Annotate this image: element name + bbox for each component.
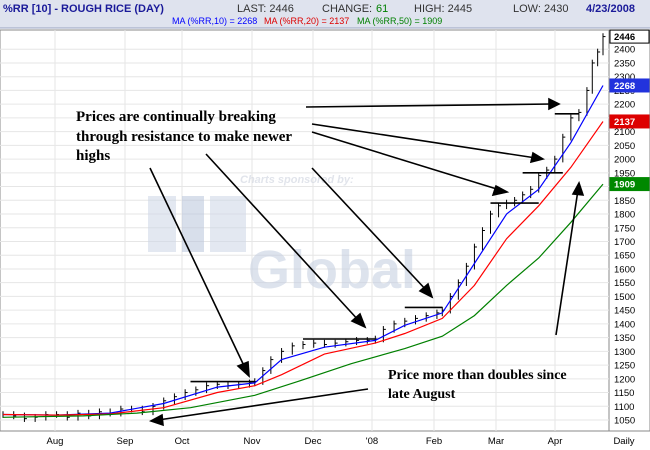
change-label: CHANGE: <box>322 3 372 15</box>
y-tick-label: 1300 <box>614 347 635 358</box>
arrowhead-4 <box>491 184 510 197</box>
y-tick-label: 2300 <box>614 72 635 83</box>
annotation-arrows <box>149 97 585 427</box>
resistance-layer <box>190 112 579 383</box>
series-layer <box>2 33 606 422</box>
arrow-line-8 <box>157 388 369 421</box>
y-tick-label: 1200 <box>614 374 635 385</box>
ma20-price-label-box <box>609 114 650 129</box>
chart-title: %RR [10] - ROUGH RICE (DAY) <box>3 3 164 15</box>
axis-layer: 1050 1100 1150 1200 1250 1300 1350 1400 1450 1500… <box>47 29 650 447</box>
ma50-price-label-box <box>609 177 650 192</box>
high-value: HIGH: 2445 <box>414 3 472 15</box>
note-top-line-2: through resistance to make newer <box>76 129 292 145</box>
ma50-price-label: 1909 <box>614 180 635 191</box>
y-tick-label: 1050 <box>614 416 635 427</box>
low-value: LOW: 2430 <box>513 3 568 15</box>
note-bottom-line-2: late August <box>388 387 456 402</box>
arrow-line-7 <box>555 189 579 336</box>
arrowhead-6 <box>548 97 561 111</box>
ma10-price-label-box <box>609 78 650 93</box>
y-tick-label: 1650 <box>614 251 635 262</box>
x-tick-label: Aug <box>47 436 64 447</box>
arrowhead-1 <box>236 360 250 378</box>
x-tick-label: Sep <box>117 436 134 447</box>
last-price-label: 2446 <box>614 32 635 43</box>
sponsor-text: Charts sponsored by: <box>240 174 354 186</box>
logo-block-1 <box>148 196 176 252</box>
x-tick-label: Dec <box>305 436 322 447</box>
ma10-price-label: 2268 <box>614 81 635 92</box>
y-tick-label: 1750 <box>614 223 635 234</box>
ma10-legend: MA (%RR,10) = 2268 <box>172 16 257 26</box>
y-tick-label: 1500 <box>614 292 635 303</box>
y-tick-label: 1450 <box>614 306 635 317</box>
note-top-line-3: highs <box>76 148 110 164</box>
ma50-line <box>2 183 604 418</box>
change-value: 61 <box>376 3 388 15</box>
x-tick-label: Daily <box>613 436 634 447</box>
y-tick-label: 1950 <box>614 168 635 179</box>
logo-block-2 <box>182 196 204 252</box>
y-tick-label: 1600 <box>614 264 635 275</box>
ma50-legend: MA (%RR,50) = 1909 <box>357 16 442 26</box>
y-tick-label: 2400 <box>614 45 635 56</box>
ma20-legend: MA (%RR,20) = 2137 <box>264 16 349 26</box>
arrowhead-2 <box>350 312 367 329</box>
x-tick-label: Nov <box>244 436 261 447</box>
x-tick-label: Mar <box>488 436 504 447</box>
grid <box>0 30 609 431</box>
arrowhead-5 <box>529 151 546 164</box>
y-tick-label: 2350 <box>614 58 635 69</box>
header-background <box>0 0 650 28</box>
ma20-price-label: 2137 <box>614 117 635 128</box>
arrow-line-3 <box>311 167 429 293</box>
arrowhead-3 <box>418 282 434 299</box>
x-tick-label: '08 <box>366 436 378 447</box>
x-tick-label: Apr <box>548 436 563 447</box>
y-tick-label: 1550 <box>614 278 635 289</box>
y-tick-label: 1350 <box>614 333 635 344</box>
y-tick-label: 1400 <box>614 319 635 330</box>
y-tick-label: 2050 <box>614 141 635 152</box>
y-tick-label: 2200 <box>614 100 635 111</box>
last-price-label-box <box>609 29 650 44</box>
y-tick-label: 1100 <box>614 402 634 413</box>
y-tick-label: 1250 <box>614 361 635 372</box>
y-tick-label: 2100 <box>614 127 635 138</box>
y-tick-label: 1850 <box>614 196 635 207</box>
arrow-line-6 <box>305 103 553 108</box>
note-top-line-1: Prices are continually breaking <box>76 109 276 125</box>
ma10-line <box>2 85 604 416</box>
logo-block-3 <box>210 196 246 252</box>
arrow-line-5 <box>311 123 537 159</box>
arrow-line-2 <box>205 153 361 323</box>
arrow-line-4 <box>311 131 501 191</box>
price-axis-panel <box>608 29 650 432</box>
x-tick-label: Feb <box>426 436 442 447</box>
arrowhead-8 <box>149 413 164 427</box>
y-tick-label: 1700 <box>614 237 635 248</box>
y-tick-label: 1150 <box>614 388 634 399</box>
x-tick-label: Oct <box>175 436 190 447</box>
arrowhead-7 <box>571 181 585 196</box>
y-tick-label: 1800 <box>614 210 635 221</box>
last-value: LAST: 2446 <box>237 3 294 15</box>
chart-date: 4/23/2008 <box>586 3 635 15</box>
note-bottom-line-1: Price more than doubles since <box>388 368 567 383</box>
y-tick-label: 2000 <box>614 155 635 166</box>
ma20-line <box>2 121 604 416</box>
arrow-line-1 <box>149 167 247 371</box>
